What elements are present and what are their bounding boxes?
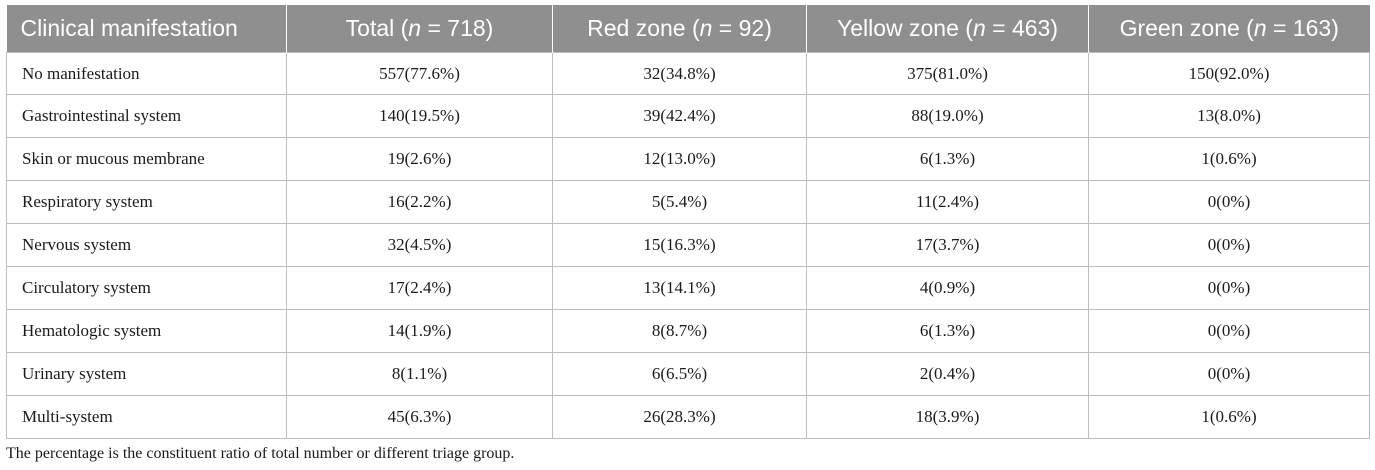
header-green-zone: Green zone (n = 163) bbox=[1088, 5, 1370, 53]
cell-red-zone: 12(13.0%) bbox=[552, 137, 807, 181]
cell-red-zone: 5(5.4%) bbox=[552, 180, 807, 224]
table-header: Clinical manifestation Total (n = 718) R… bbox=[6, 5, 1370, 53]
row-label: Respiratory system bbox=[6, 180, 287, 224]
cell-total: 16(2.2%) bbox=[286, 180, 553, 224]
cell-green-zone: 13(8.0%) bbox=[1088, 94, 1370, 138]
cell-yellow-zone: 6(1.3%) bbox=[806, 309, 1089, 353]
cell-yellow-zone: 18(3.9%) bbox=[806, 395, 1089, 439]
cell-green-zone: 0(0%) bbox=[1088, 223, 1370, 267]
row-label: Multi-system bbox=[6, 395, 287, 439]
cell-total: 8(1.1%) bbox=[286, 352, 553, 396]
table-row: No manifestation 557(77.6%) 32(34.8%) 37… bbox=[6, 52, 1370, 95]
cell-green-zone: 0(0%) bbox=[1088, 180, 1370, 224]
header-yellow-zone: Yellow zone (n = 463) bbox=[806, 5, 1089, 53]
cell-total: 45(6.3%) bbox=[286, 395, 553, 439]
cell-red-zone: 39(42.4%) bbox=[552, 94, 807, 138]
table-row: Circulatory system 17(2.4%) 13(14.1%) 4(… bbox=[6, 266, 1370, 310]
cell-total: 557(77.6%) bbox=[286, 52, 553, 95]
header-total: Total (n = 718) bbox=[286, 5, 553, 53]
cell-red-zone: 6(6.5%) bbox=[552, 352, 807, 396]
row-label: Skin or mucous membrane bbox=[6, 137, 287, 181]
header-row: Clinical manifestation Total (n = 718) R… bbox=[6, 5, 1370, 53]
table-row: Nervous system 32(4.5%) 15(16.3%) 17(3.7… bbox=[6, 223, 1370, 267]
cell-green-zone: 0(0%) bbox=[1088, 352, 1370, 396]
table-body: No manifestation 557(77.6%) 32(34.8%) 37… bbox=[6, 52, 1370, 439]
cell-green-zone: 150(92.0%) bbox=[1088, 52, 1370, 95]
header-red-zone: Red zone (n = 92) bbox=[552, 5, 807, 53]
cell-yellow-zone: 2(0.4%) bbox=[806, 352, 1089, 396]
cell-yellow-zone: 88(19.0%) bbox=[806, 94, 1089, 138]
table-row: Multi-system 45(6.3%) 26(28.3%) 18(3.9%)… bbox=[6, 395, 1370, 439]
cell-red-zone: 32(34.8%) bbox=[552, 52, 807, 95]
cell-total: 17(2.4%) bbox=[286, 266, 553, 310]
table-row: Hematologic system 14(1.9%) 8(8.7%) 6(1.… bbox=[6, 309, 1370, 353]
cell-yellow-zone: 4(0.9%) bbox=[806, 266, 1089, 310]
cell-green-zone: 0(0%) bbox=[1088, 309, 1370, 353]
cell-red-zone: 26(28.3%) bbox=[552, 395, 807, 439]
cell-yellow-zone: 17(3.7%) bbox=[806, 223, 1089, 267]
table-footnote: The percentage is the constituent ratio … bbox=[6, 445, 515, 462]
table-row: Skin or mucous membrane 19(2.6%) 12(13.0… bbox=[6, 137, 1370, 181]
cell-green-zone: 1(0.6%) bbox=[1088, 395, 1370, 439]
row-label: Gastrointestinal system bbox=[6, 94, 287, 138]
row-label: Nervous system bbox=[6, 223, 287, 267]
row-label: Hematologic system bbox=[6, 309, 287, 353]
table-row: Gastrointestinal system 140(19.5%) 39(42… bbox=[6, 94, 1370, 138]
cell-yellow-zone: 11(2.4%) bbox=[806, 180, 1089, 224]
header-clinical-manifestation: Clinical manifestation bbox=[6, 5, 287, 53]
cell-total: 14(1.9%) bbox=[286, 309, 553, 353]
cell-yellow-zone: 375(81.0%) bbox=[806, 52, 1089, 95]
cell-red-zone: 15(16.3%) bbox=[552, 223, 807, 267]
table-row: Urinary system 8(1.1%) 6(6.5%) 2(0.4%) 0… bbox=[6, 352, 1370, 396]
cell-red-zone: 8(8.7%) bbox=[552, 309, 807, 353]
cell-total: 32(4.5%) bbox=[286, 223, 553, 267]
cell-green-zone: 0(0%) bbox=[1088, 266, 1370, 310]
row-label: Circulatory system bbox=[6, 266, 287, 310]
cell-total: 140(19.5%) bbox=[286, 94, 553, 138]
row-label: Urinary system bbox=[6, 352, 287, 396]
cell-yellow-zone: 6(1.3%) bbox=[806, 137, 1089, 181]
cell-red-zone: 13(14.1%) bbox=[552, 266, 807, 310]
row-label: No manifestation bbox=[6, 52, 287, 95]
table-row: Respiratory system 16(2.2%) 5(5.4%) 11(2… bbox=[6, 180, 1370, 224]
cell-green-zone: 1(0.6%) bbox=[1088, 137, 1370, 181]
cell-total: 19(2.6%) bbox=[286, 137, 553, 181]
clinical-manifestation-table: Clinical manifestation Total (n = 718) R… bbox=[6, 5, 1370, 439]
